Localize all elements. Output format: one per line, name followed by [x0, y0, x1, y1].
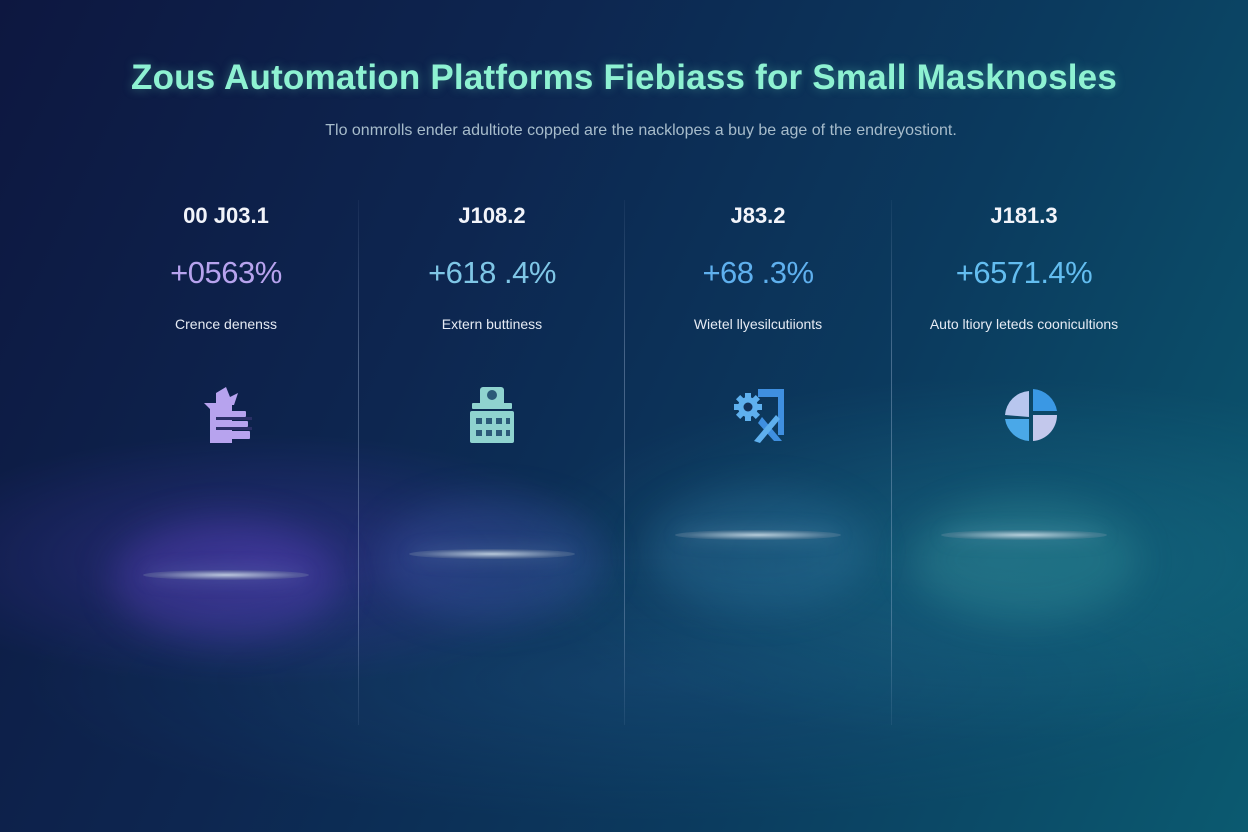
stat-value: J181.3 [990, 203, 1058, 228]
stat-label: Wietel llyesilcutiionts [693, 316, 823, 332]
pedestal [675, 530, 841, 540]
stat-change: +0563% [170, 255, 282, 290]
pedestal-glow [113, 520, 339, 640]
pedestal [143, 570, 309, 580]
stat-card: J83.2 +68 .3% Wietel llyesilcutiionts [625, 0, 891, 832]
pedestal-glow [911, 500, 1137, 620]
document-list-icon [196, 385, 256, 445]
stat-card: J181.3 +6571.4% Auto ltiory leteds cooni… [891, 0, 1157, 832]
stat-change: +618 .4% [428, 255, 556, 290]
pedestal-glow [379, 500, 605, 620]
page-subtitle: Tlo onmrolls ender adultiote copped are … [325, 122, 957, 139]
pedestal [941, 530, 1107, 540]
stat-card: J108.2 +618 .4% Extern buttiness [359, 0, 625, 832]
column-divider [624, 200, 625, 725]
page-title: Zous Automation Platforms Fiebiass for S… [130, 58, 1118, 97]
stat-label: Crence denenss [175, 316, 277, 332]
pedestal-glow [645, 490, 871, 610]
stat-change: +6571.4% [955, 255, 1093, 290]
pie-chart-icon [1001, 385, 1061, 445]
stat-value: J83.2 [730, 203, 786, 228]
stat-value: 00 J03.1 [183, 203, 269, 228]
building-icon [462, 385, 522, 445]
column-divider [891, 200, 892, 725]
stat-label: Auto ltiory leteds coonicultions [929, 316, 1119, 332]
column-divider [358, 200, 359, 725]
gear-tools-icon [728, 385, 788, 445]
stat-label: Extern buttiness [441, 316, 543, 332]
stat-value: J108.2 [458, 203, 526, 228]
stat-card: 00 J03.1 +0563% Crence denenss [93, 0, 359, 832]
stat-change: +68 .3% [702, 255, 814, 290]
pedestal [409, 549, 575, 559]
